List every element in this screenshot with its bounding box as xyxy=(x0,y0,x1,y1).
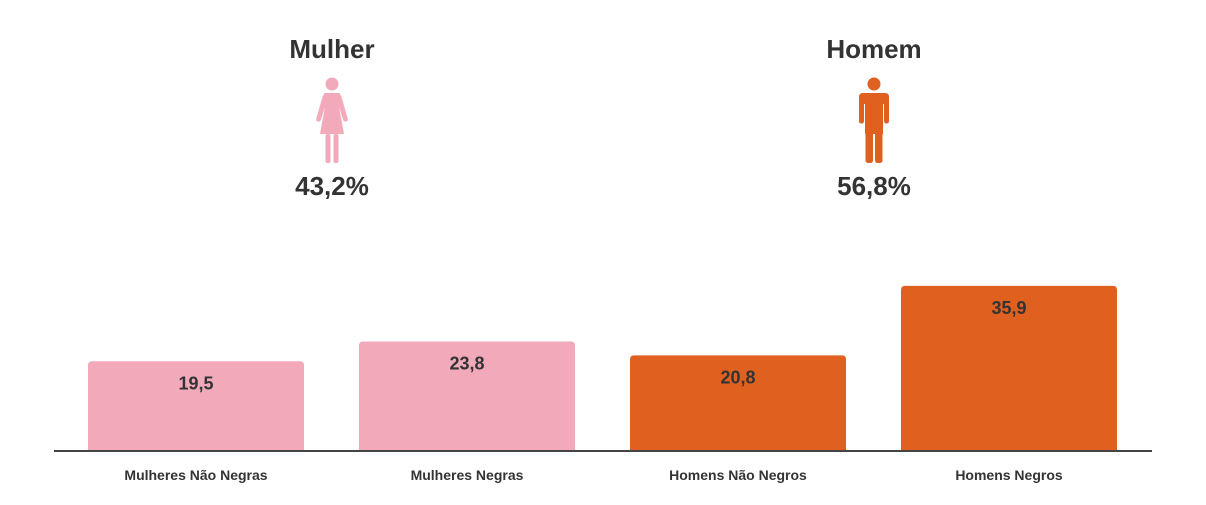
bar-value-label: 23,8 xyxy=(449,354,484,374)
bar-value-label: 20,8 xyxy=(720,367,755,387)
category-label: Homens Negros xyxy=(955,467,1063,483)
man-icon xyxy=(859,77,889,163)
bar-value-label: 19,5 xyxy=(178,373,213,393)
bar-0 xyxy=(88,361,304,451)
category-label: Mulheres Negras xyxy=(411,467,524,483)
gender-man-block: Homem 56,8% xyxy=(754,30,994,204)
gender-woman-title: Mulher xyxy=(289,34,375,64)
bar-3 xyxy=(901,285,1117,451)
category-label: Mulheres Não Negras xyxy=(124,467,267,483)
woman-icon xyxy=(316,77,348,163)
gender-woman-percent: 43,2% xyxy=(295,171,369,201)
bars-layer xyxy=(88,285,1117,451)
bar-2 xyxy=(630,355,846,451)
gender-man-title: Homem xyxy=(826,34,922,64)
gender-man-percent: 56,8% xyxy=(837,171,911,201)
labels-layer: 19,5 Mulheres Não Negras 23,8 Mulheres Negr… xyxy=(124,298,1062,483)
gender-woman-block: Mulher 43,2% xyxy=(212,30,452,204)
bar-1 xyxy=(359,341,575,451)
category-label: Homens Não Negros xyxy=(669,467,807,483)
bar-value-label: 35,9 xyxy=(991,298,1026,318)
